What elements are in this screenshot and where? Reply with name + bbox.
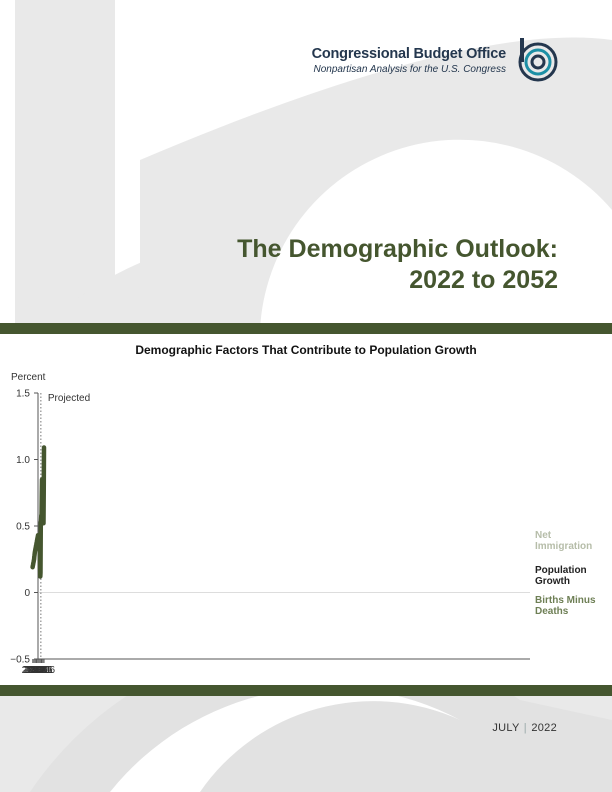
report-title: The Demographic Outlook: 2022 to 2052 bbox=[237, 234, 558, 296]
x-tick-label: 2036 bbox=[25, 665, 48, 676]
y-tick-label: 1.5 bbox=[16, 389, 30, 400]
chart-panel bbox=[0, 334, 612, 685]
x-tick-label: 2051 bbox=[22, 665, 45, 676]
bottom-green-band bbox=[0, 685, 612, 696]
legend-net-immigration: Net bbox=[535, 530, 552, 541]
report-title-line1: The Demographic Outlook: bbox=[237, 235, 558, 263]
legend-net-immigration: Immigration bbox=[535, 541, 592, 552]
legend-population-growth: Population bbox=[535, 565, 587, 576]
report-date-year: 2022 bbox=[531, 722, 557, 734]
y-tick-label: −0.5 bbox=[10, 655, 30, 666]
x-tick-label: 2046 bbox=[23, 665, 46, 676]
top-green-band bbox=[0, 323, 612, 334]
legend-births-minus-deaths: Births Minus bbox=[535, 595, 596, 606]
projected-annotation: Projected bbox=[48, 393, 90, 404]
x-tick-label: 2006 bbox=[33, 665, 56, 676]
report-date: JULY | 2022 bbox=[492, 722, 557, 734]
y-tick-label: 0 bbox=[24, 588, 30, 599]
legend-population-growth: Growth bbox=[535, 576, 570, 587]
legend-births-minus-deaths: Deaths bbox=[535, 606, 569, 617]
y-tick-label: 1.0 bbox=[16, 455, 30, 466]
y-tick-label: 0.5 bbox=[16, 522, 30, 533]
report-date-month: JULY bbox=[492, 722, 520, 734]
x-tick-label: 2026 bbox=[28, 665, 51, 676]
y-axis-label: Percent bbox=[11, 372, 46, 383]
report-title-line2: 2022 to 2052 bbox=[409, 266, 558, 294]
agency-name: Congressional Budget Office bbox=[311, 46, 507, 62]
report-date-separator: | bbox=[523, 722, 527, 734]
population-growth-line bbox=[30, 445, 47, 579]
x-tick-label: 2021 bbox=[29, 665, 52, 676]
x-tick-label: 2031 bbox=[27, 665, 50, 676]
agency-tagline: Nonpartisan Analysis for the U.S. Congre… bbox=[313, 64, 507, 75]
chart-title: Demographic Factors That Contribute to P… bbox=[135, 343, 477, 357]
population-growth-chart: 1.5 1.0 0.5 0 −0.5 Projected 20062011201620212… bbox=[10, 389, 596, 677]
x-tick-label: 2041 bbox=[24, 665, 47, 676]
cbo-logo: Congressional Budget Office Nonpartisan … bbox=[312, 36, 562, 82]
x-tick-label: 2011 bbox=[32, 665, 54, 676]
x-tick-label: 2016 bbox=[30, 665, 53, 676]
cbo-logo-icon bbox=[518, 38, 558, 82]
